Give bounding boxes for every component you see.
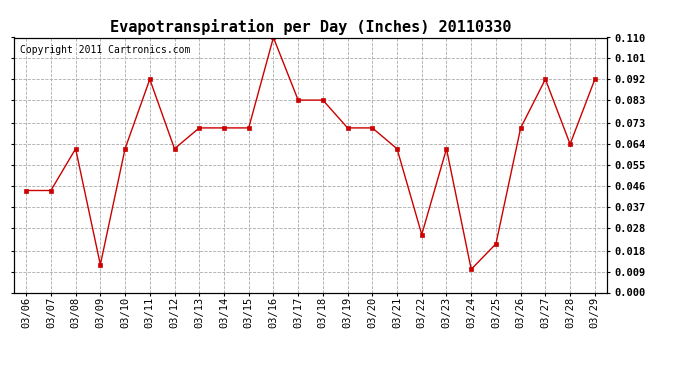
Title: Evapotranspiration per Day (Inches) 20110330: Evapotranspiration per Day (Inches) 2011… <box>110 19 511 35</box>
Text: Copyright 2011 Cartronics.com: Copyright 2011 Cartronics.com <box>20 45 190 55</box>
